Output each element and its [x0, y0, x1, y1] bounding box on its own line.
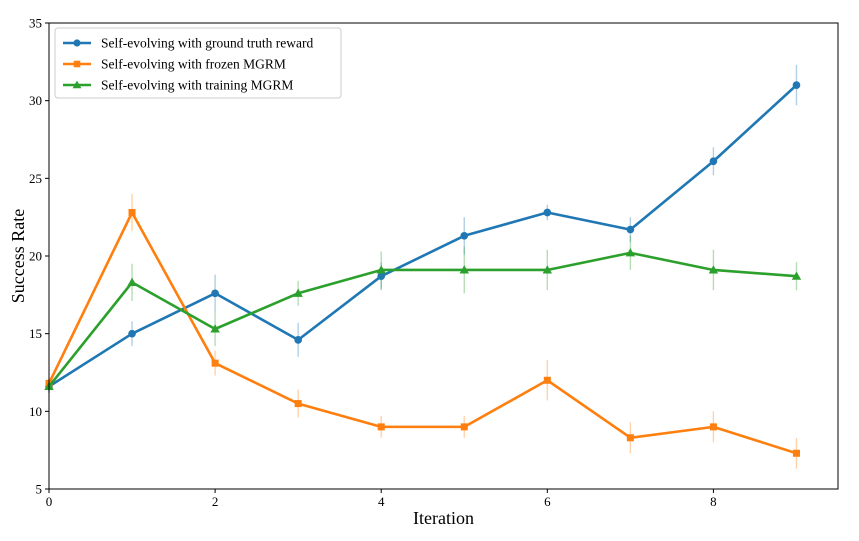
data-point	[127, 277, 137, 286]
data-point	[377, 272, 386, 281]
y-tick-label: 30	[29, 93, 42, 108]
data-point	[626, 434, 634, 442]
data-point	[128, 208, 136, 217]
legend-label: Self-evolving with frozen MGRM	[101, 57, 286, 72]
data-point	[73, 39, 81, 47]
y-tick-label: 25	[29, 171, 42, 186]
data-point	[72, 80, 82, 89]
series-2	[45, 193, 800, 469]
data-point	[543, 208, 552, 217]
data-point	[543, 376, 551, 384]
x-axis-label: Iteration	[413, 508, 474, 528]
x-tick-label: 0	[46, 494, 53, 509]
y-tick-label: 35	[29, 16, 42, 31]
x-tick-label: 8	[710, 494, 717, 509]
data-point	[792, 449, 800, 457]
data-point	[708, 265, 719, 274]
y-tick-label: 20	[29, 249, 42, 264]
data-point	[791, 271, 802, 280]
legend-item: Self-evolving with training MGRM	[63, 78, 293, 93]
x-tick-label: 2	[212, 494, 219, 509]
x-tick-label: 4	[378, 494, 385, 509]
data-point	[460, 231, 469, 240]
data-point	[73, 60, 81, 68]
legend-label: Self-evolving with ground truth reward	[101, 36, 313, 51]
data-point	[709, 423, 717, 431]
legend: Self-evolving with ground truth reward Se…	[54, 27, 342, 99]
data-point	[376, 265, 386, 274]
legend-box	[54, 27, 342, 99]
data-point	[459, 265, 469, 274]
data-point	[211, 359, 219, 367]
y-tick-label: 10	[29, 404, 42, 419]
x-tick-label: 6	[544, 494, 551, 509]
data-point	[460, 423, 468, 431]
data-point	[210, 324, 220, 333]
plot-area	[44, 64, 802, 469]
legend-item: Self-evolving with ground truth reward	[63, 36, 313, 51]
data-point	[294, 336, 302, 344]
data-point	[211, 289, 219, 298]
data-point	[542, 265, 553, 274]
data-point	[294, 400, 302, 408]
y-axis-label: Success Rate	[8, 209, 28, 303]
series-1	[45, 64, 801, 393]
data-point	[792, 81, 801, 89]
data-point	[625, 248, 636, 257]
data-point	[377, 423, 385, 431]
series-line	[48, 84, 798, 388]
data-point	[293, 288, 303, 297]
axes: 0 2 4 6 8 5 10 15 20 25 30 35	[29, 16, 839, 509]
data-point	[128, 329, 136, 338]
data-point	[626, 225, 635, 234]
y-tick-label: 5	[36, 482, 43, 497]
y-tick-label: 15	[29, 326, 42, 341]
legend-label: Self-evolving with training MGRM	[101, 78, 293, 93]
data-point	[709, 157, 718, 166]
series-line	[47, 251, 797, 388]
series-line	[47, 211, 797, 455]
legend-item: Self-evolving with frozen MGRM	[63, 57, 286, 72]
